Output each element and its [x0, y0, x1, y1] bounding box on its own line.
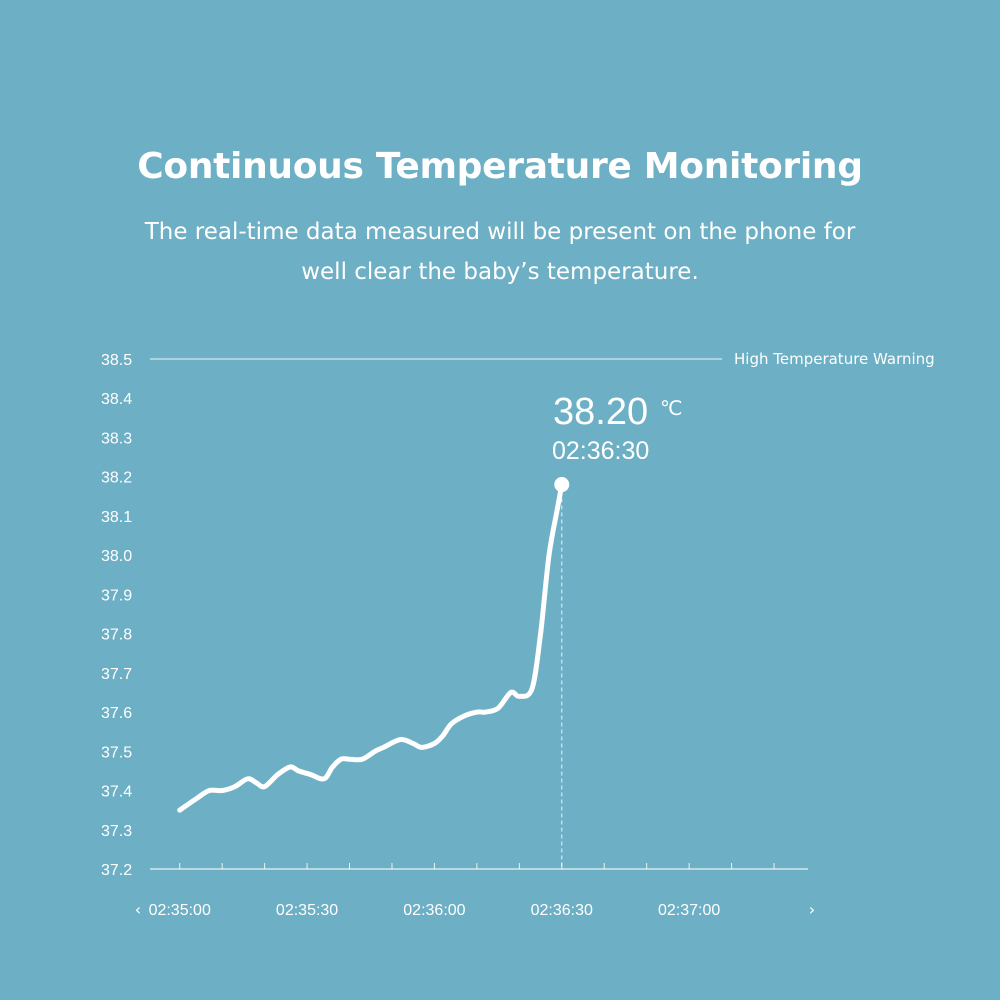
y-tick-label-13: 38.5	[101, 352, 132, 369]
x-tick-label-3: 02:36:30	[531, 902, 593, 919]
high-temperature-threshold: High Temperature Warning	[150, 350, 935, 368]
callout-group: 38.20 ℃ 02:36:30	[552, 391, 682, 493]
y-axis: 37.2 37.3 37.4 37.5 37.6 37.7 37.8 37.9 38.0 38.1…	[101, 352, 132, 879]
callout-value: 38.20	[553, 391, 648, 433]
x-tick-label-1: 02:35:30	[276, 902, 338, 919]
y-tick-label-12: 38.4	[101, 391, 132, 408]
y-tick-label-10: 38.2	[101, 470, 132, 487]
x-tick-label-2: 02:36:00	[403, 902, 465, 919]
x-tick-label-4: 02:37:00	[658, 902, 720, 919]
callout-marker[interactable]	[554, 477, 570, 493]
x-tick-label-0: 02:35:00	[149, 902, 211, 919]
time-navigation: ‹ ›	[135, 900, 815, 919]
callout-time: 02:36:30	[552, 437, 649, 465]
series-group	[177, 482, 565, 813]
y-tick-label-5: 37.7	[101, 666, 132, 683]
y-tick-label-1: 37.3	[101, 823, 132, 840]
y-tick-label-4: 37.6	[101, 705, 132, 722]
y-tick-label-6: 37.8	[101, 627, 132, 644]
page-title: Continuous Temperature Monitoring	[137, 146, 863, 187]
subtitle-line-2: well clear the baby’s temperature.	[301, 259, 699, 285]
callout-unit: ℃	[660, 396, 682, 420]
chevron-right-icon[interactable]: ›	[809, 900, 815, 919]
y-tick-label-11: 38.3	[101, 430, 132, 447]
threshold-label: High Temperature Warning	[734, 350, 935, 368]
series-line-0	[177, 482, 565, 813]
subtitle-line-1: The real-time data measured will be pres…	[144, 219, 856, 245]
y-tick-label-8: 38.0	[101, 548, 132, 565]
y-tick-label-2: 37.4	[101, 784, 132, 801]
y-tick-label-9: 38.1	[101, 509, 132, 526]
y-tick-label-0: 37.2	[101, 862, 132, 879]
x-axis: 02:35:00 02:35:30 02:36:00 02:36:30 02:37:00	[149, 863, 808, 919]
y-tick-label-7: 37.9	[101, 587, 132, 604]
y-tick-label-3: 37.5	[101, 744, 132, 761]
page-subtitle: The real-time data measured will be pres…	[100, 212, 900, 292]
chevron-left-icon[interactable]: ‹	[135, 900, 141, 919]
